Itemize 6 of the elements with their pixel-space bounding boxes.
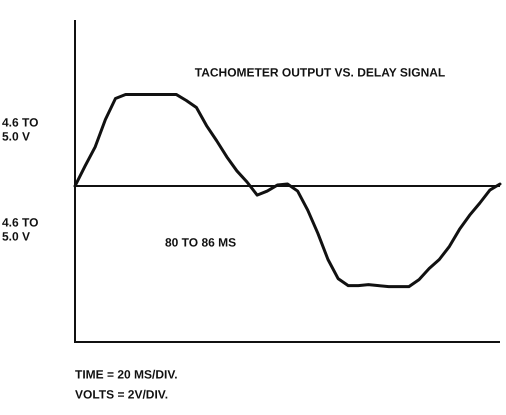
text: 4.6 TO 5.0 V <box>2 215 38 244</box>
text: VOLTS = 2V/DIV. <box>75 387 168 402</box>
text: 4.6 TO 5.0 V <box>2 115 38 144</box>
annotation: 80 TO 86 MS <box>165 235 236 250</box>
chart-title: TACHOMETER OUTPUT VS. DELAY SIGNAL <box>194 65 446 80</box>
text: TIME = 20 MS/DIV. <box>75 367 178 382</box>
